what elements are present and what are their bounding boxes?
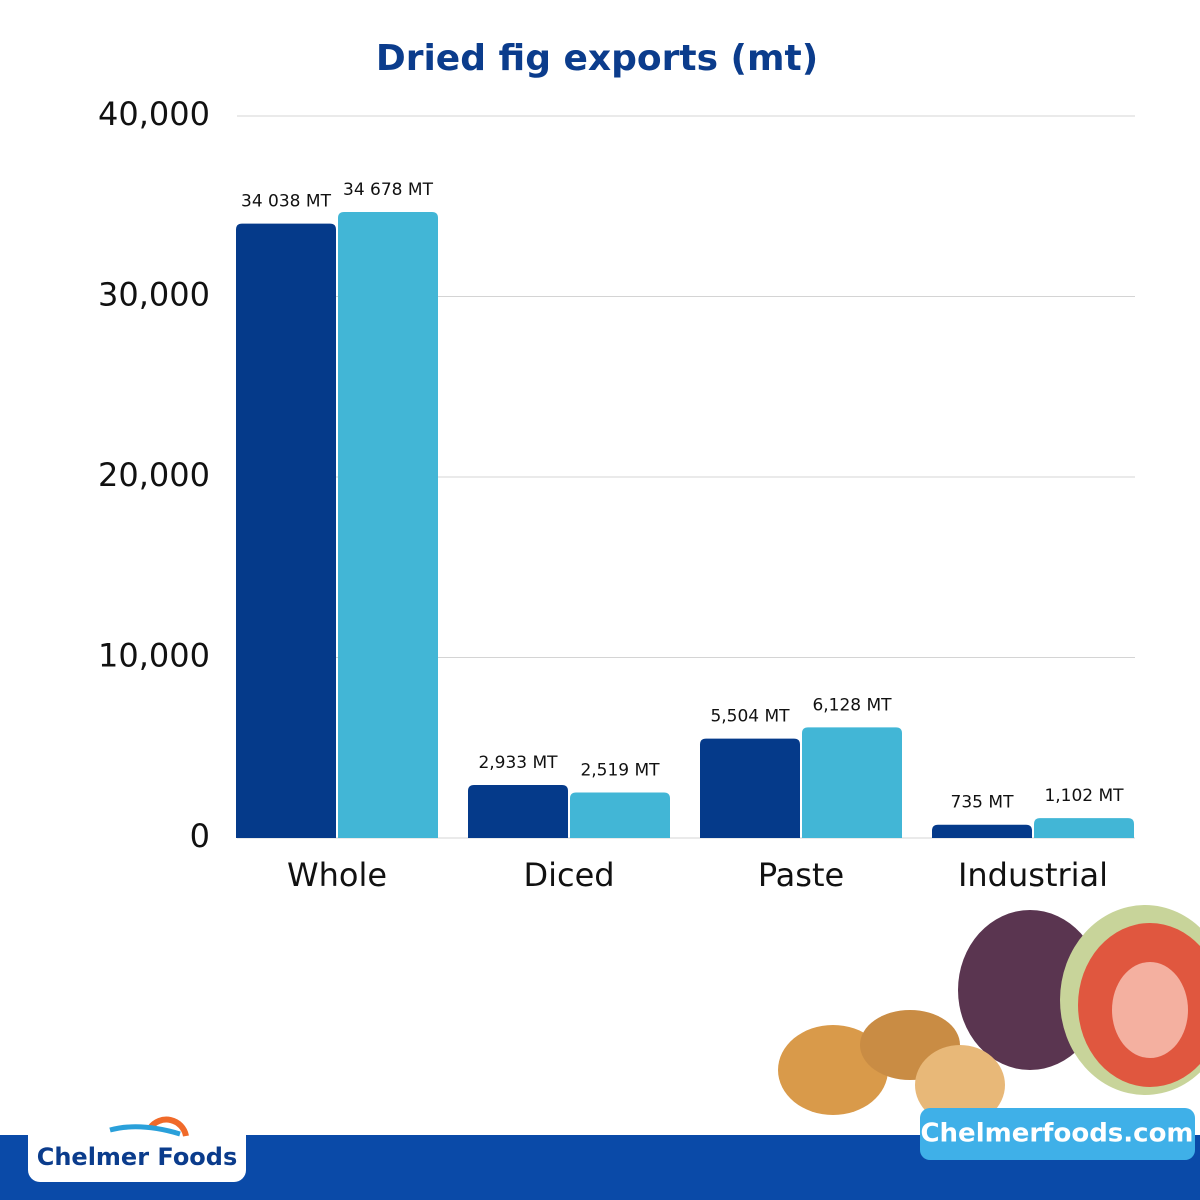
logo-sun bbox=[147, 1116, 189, 1137]
x-tick-label: Paste bbox=[758, 856, 844, 894]
website-text: Chelmerfoods.com bbox=[920, 1119, 1193, 1149]
value-label: 2,933 MT bbox=[478, 753, 558, 773]
value-label: 2,519 MT bbox=[580, 761, 660, 781]
bar bbox=[468, 785, 568, 838]
bar bbox=[338, 212, 438, 838]
y-tick-label: 30,000 bbox=[98, 276, 210, 314]
plot-area: 0 10,000 20,000 30,000 40,000 Whole 34 038 MT 3… bbox=[98, 95, 1135, 894]
value-label: 34 038 MT bbox=[241, 192, 332, 212]
y-tick-label: 10,000 bbox=[98, 637, 210, 675]
bar bbox=[236, 223, 336, 838]
bar bbox=[932, 824, 1032, 838]
y-tick-label: 20,000 bbox=[98, 456, 210, 494]
logo-text: Chelmer Foods bbox=[37, 1143, 238, 1171]
website-badge bbox=[920, 1108, 1195, 1160]
value-label: 6,128 MT bbox=[812, 695, 892, 715]
value-label: 34 678 MT bbox=[343, 180, 434, 200]
fig-illustration bbox=[778, 905, 1200, 1125]
x-tick-label: Industrial bbox=[958, 856, 1108, 894]
bar bbox=[570, 792, 670, 838]
bar bbox=[700, 738, 800, 838]
logo-wave bbox=[109, 1124, 181, 1137]
dried-fig bbox=[915, 1045, 1005, 1125]
bar bbox=[1034, 818, 1134, 838]
chart-title: Dried fig exports (mt) bbox=[376, 38, 818, 79]
value-label: 5,504 MT bbox=[710, 707, 790, 727]
bar bbox=[802, 727, 902, 838]
fig-half-core bbox=[1112, 962, 1188, 1058]
value-label: 1,102 MT bbox=[1044, 786, 1124, 806]
y-tick-label: 0 bbox=[190, 817, 210, 855]
y-tick-label: 40,000 bbox=[98, 95, 210, 133]
logo-box bbox=[28, 1120, 246, 1182]
value-label: 735 MT bbox=[951, 793, 1015, 813]
x-tick-label: Whole bbox=[287, 856, 387, 894]
x-tick-label: Diced bbox=[523, 856, 614, 894]
